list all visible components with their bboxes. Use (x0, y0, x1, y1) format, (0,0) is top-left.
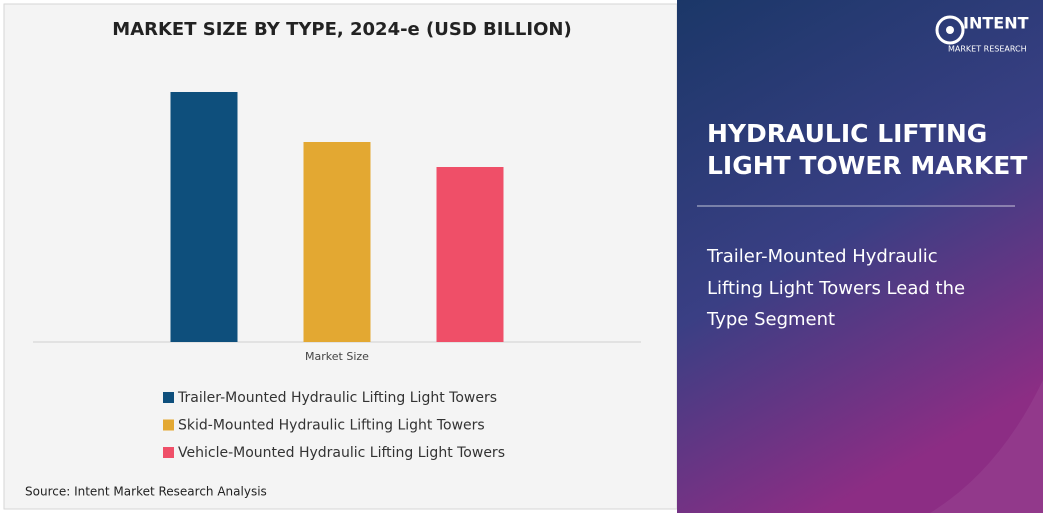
logo-tagline: MARKET RESEARCH (948, 45, 1027, 54)
side-panel (677, 0, 1043, 513)
bar (436, 167, 504, 342)
logo-icon (935, 15, 965, 45)
legend-swatch (163, 392, 174, 403)
source: Source: Intent Market Research Analysis (25, 485, 267, 499)
legend-label: Vehicle-Mounted Hydraulic Lifting Light … (178, 445, 505, 461)
legend-swatch (163, 447, 174, 458)
panel-subheading: Lifting Light Towers Lead the (707, 278, 965, 299)
legend-label: Skid-Mounted Hydraulic Lifting Light Tow… (178, 418, 485, 434)
bar (303, 142, 371, 342)
logo-name: INTENT (963, 14, 1029, 33)
panel-subheading: Trailer-Mounted Hydraulic (706, 246, 938, 267)
bar (170, 92, 238, 342)
panel-heading: LIGHT TOWER MARKET (707, 151, 1027, 180)
logo-dot (946, 26, 954, 34)
panel-heading: HYDRAULIC LIFTING (707, 119, 987, 148)
legend-label: Trailer-Mounted Hydraulic Lifting Light … (177, 390, 497, 406)
panel-curve (930, 380, 1043, 513)
x-tick-label: Market Size (305, 350, 369, 363)
legend-swatch (163, 419, 174, 431)
chart-title: MARKET SIZE BY TYPE, 2024-e (USD BILLION… (112, 19, 571, 40)
panel-subheading: Type Segment (706, 309, 835, 330)
